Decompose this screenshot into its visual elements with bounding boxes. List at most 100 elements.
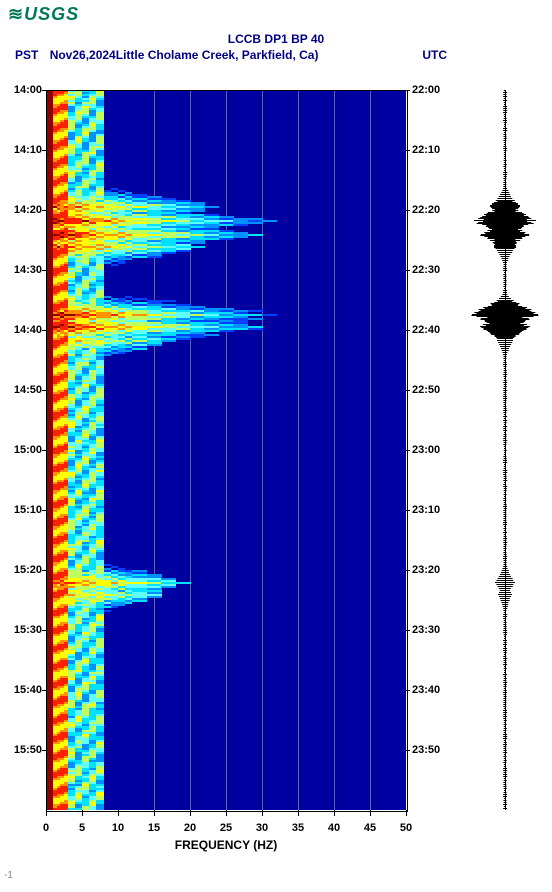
seismogram-sample xyxy=(503,174,507,175)
seismogram-sample xyxy=(503,568,508,569)
seismogram-sample xyxy=(504,116,506,117)
seismogram-sample xyxy=(503,712,507,713)
seismogram-sample xyxy=(504,370,507,371)
seismogram-sample xyxy=(501,296,509,297)
xtick-label: 15 xyxy=(148,822,160,834)
seismogram-sample xyxy=(503,768,507,769)
seismogram-sample xyxy=(504,720,507,721)
seismogram-sample xyxy=(503,406,506,407)
seismogram-sample xyxy=(498,586,513,587)
seismogram-sample xyxy=(504,378,506,379)
seismogram-sample xyxy=(504,626,507,627)
seismogram-sample xyxy=(504,122,507,123)
seismogram-sample xyxy=(503,738,507,739)
seismogram-sample xyxy=(503,656,506,657)
seismogram-sample xyxy=(503,558,507,559)
seismogram-sample xyxy=(500,346,510,347)
seismogram-sample xyxy=(503,166,506,167)
ytick-right xyxy=(406,390,410,391)
ytick-label-right: 23:30 xyxy=(412,624,452,636)
seismogram-sample xyxy=(503,610,506,611)
ytick-left xyxy=(42,750,46,751)
seismogram-sample xyxy=(504,708,506,709)
seismogram-sample xyxy=(500,574,510,575)
seismogram-sample xyxy=(504,534,506,535)
seismogram-sample xyxy=(503,394,506,395)
seismogram-sample xyxy=(504,668,507,669)
seismogram-sample xyxy=(503,752,507,753)
seismogram-sample xyxy=(504,408,507,409)
ytick-label-left: 14:20 xyxy=(2,204,42,216)
seismogram-sample xyxy=(501,258,508,259)
xtick xyxy=(154,810,155,816)
location-label: Little Cholame Creek, Parkfield, Ca) xyxy=(116,48,319,62)
seismogram-sample xyxy=(502,260,508,261)
seismogram-sample xyxy=(503,130,507,131)
seismogram-sample xyxy=(504,414,506,415)
seismogram-sample xyxy=(504,526,506,527)
seismogram-sample xyxy=(496,584,513,585)
seismogram-sample xyxy=(503,278,506,279)
seismogram-sample xyxy=(500,590,510,591)
seismogram-sample xyxy=(503,92,507,93)
seismogram-sample xyxy=(504,442,507,443)
seismogram-sample xyxy=(504,434,507,435)
seismogram-sample xyxy=(503,128,507,129)
seismogram-sample xyxy=(504,124,506,125)
seismogram-sample xyxy=(504,418,506,419)
seismogram-sample xyxy=(501,572,509,573)
seismogram-sample xyxy=(503,402,506,403)
seismogram-sample xyxy=(503,538,507,539)
seismogram-sample xyxy=(499,298,511,299)
seismogram-sample xyxy=(504,764,506,765)
seismogram-sample xyxy=(504,620,506,621)
ytick-left xyxy=(42,450,46,451)
seismogram-sample xyxy=(504,90,506,91)
ytick-left xyxy=(42,630,46,631)
seismogram-sample xyxy=(504,154,506,155)
date-label: Nov26,2024 xyxy=(50,48,116,62)
ytick-left xyxy=(42,330,46,331)
seismogram-sample xyxy=(503,692,507,693)
seismogram-sample xyxy=(504,686,507,687)
seismogram-sample xyxy=(504,162,506,163)
seismogram-sample xyxy=(503,388,506,389)
seismogram-sample xyxy=(504,684,507,685)
seismogram-sample xyxy=(502,352,507,353)
seismogram-sample xyxy=(504,758,506,759)
seismogram-sample xyxy=(503,640,507,641)
seismogram-sample xyxy=(503,390,507,391)
seismogram-sample xyxy=(504,160,507,161)
seismogram-sample xyxy=(504,142,506,143)
seismogram-sample xyxy=(503,188,507,189)
seismogram-sample xyxy=(504,660,507,661)
seismogram-sample xyxy=(503,416,507,417)
seismogram-sample xyxy=(503,484,506,485)
ytick-right xyxy=(406,750,410,751)
seismogram-sample xyxy=(504,666,506,667)
seismogram-sample xyxy=(504,170,506,171)
seismogram-sample xyxy=(503,290,507,291)
seismogram-sample xyxy=(504,490,507,491)
seismogram-sample xyxy=(504,164,507,165)
seismogram-sample xyxy=(503,94,506,95)
seismogram-sample xyxy=(498,594,512,595)
seismogram-sample xyxy=(504,496,506,497)
seismogram-sample xyxy=(503,520,506,521)
seismogram-sample xyxy=(503,412,506,413)
xtick xyxy=(82,810,83,816)
seismogram-sample xyxy=(504,454,506,455)
seismogram-sample xyxy=(503,698,506,699)
seismogram-sample xyxy=(499,592,511,593)
seismogram-sample xyxy=(503,718,506,719)
seismogram-sample xyxy=(504,114,506,115)
seismogram-sample xyxy=(503,630,507,631)
seismogram-sample xyxy=(503,748,506,749)
seismogram-sample xyxy=(503,734,507,735)
seismogram-sample xyxy=(504,136,507,137)
seismogram-sample xyxy=(504,376,507,377)
seismogram-sample xyxy=(504,622,507,623)
seismogram-sample xyxy=(502,570,509,571)
seismogram-sample xyxy=(500,598,510,599)
seismogram-sample xyxy=(504,502,506,503)
